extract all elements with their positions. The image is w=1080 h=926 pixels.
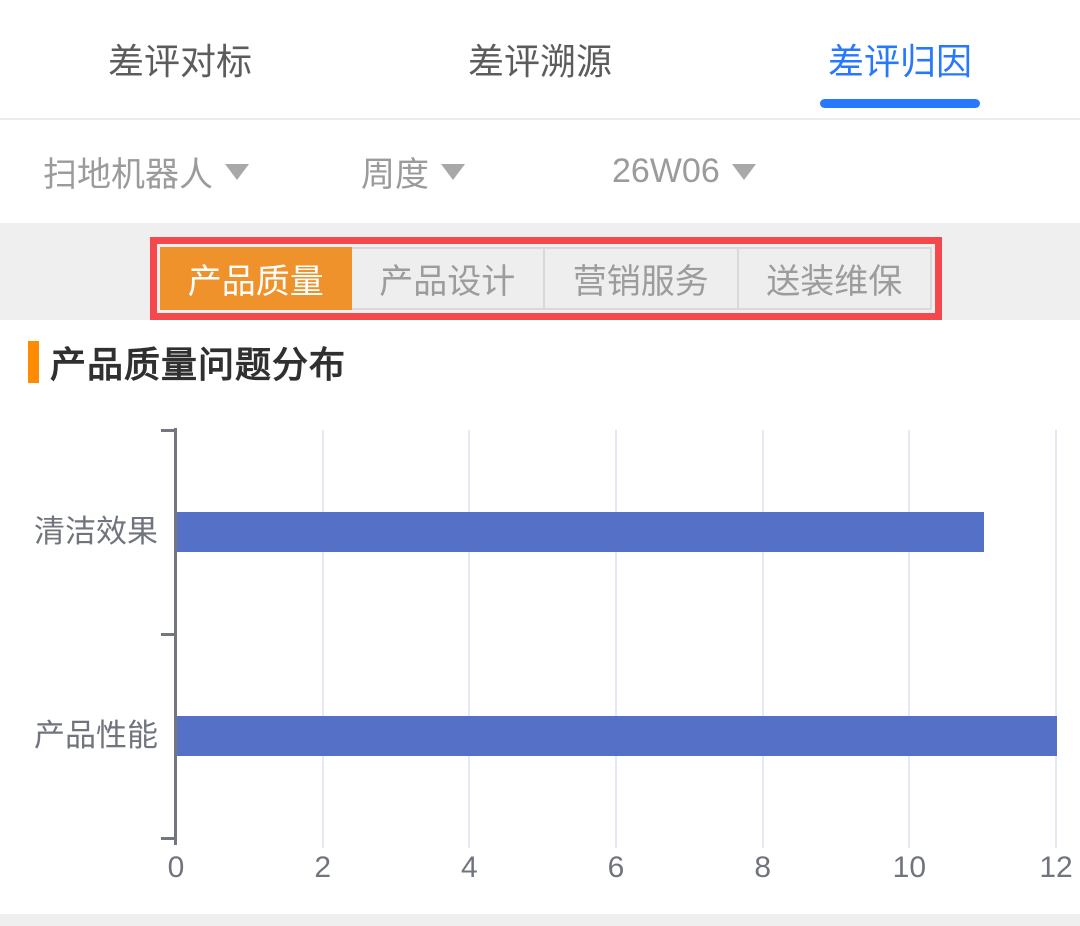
category-dropdown[interactable]: 扫地机器人 xyxy=(43,147,249,196)
cat-tab-product-design[interactable]: 产品设计 xyxy=(349,247,545,310)
gridline xyxy=(468,430,471,848)
tab-label: 差评溯源 xyxy=(467,41,612,82)
gridline xyxy=(321,430,324,848)
week-dropdown-label: 26W06 xyxy=(612,152,720,190)
active-tab-underline xyxy=(820,99,980,108)
gridline xyxy=(1055,430,1057,848)
gridline xyxy=(761,430,764,848)
tab-label: 差评对标 xyxy=(107,41,252,82)
period-dropdown-label: 周度 xyxy=(361,156,429,194)
cat-tab-label: 产品质量 xyxy=(187,263,324,301)
section-header: 产品质量问题分布 xyxy=(0,341,1080,385)
y-axis-line xyxy=(174,428,177,845)
gridline xyxy=(908,430,911,848)
x-axis-label: 6 xyxy=(607,851,625,884)
gridline xyxy=(615,430,617,848)
x-axis-label: 4 xyxy=(460,851,478,884)
tab-review-attribution[interactable]: 差评归因 xyxy=(720,0,1080,118)
chevron-down-icon xyxy=(225,163,249,180)
cat-tab-marketing-service[interactable]: 营销服务 xyxy=(543,247,739,310)
y-axis-label: 清洁效果 xyxy=(34,514,158,549)
tab-review-trace[interactable]: 差评溯源 xyxy=(360,0,720,118)
cat-tab-product-quality[interactable]: 产品质量 xyxy=(160,247,352,310)
week-dropdown[interactable]: 26W06 xyxy=(612,152,756,191)
y-axis-tick xyxy=(161,429,176,432)
section-title: 产品质量问题分布 xyxy=(50,344,347,385)
x-axis-label: 10 xyxy=(892,851,927,884)
y-axis-label: 产品性能 xyxy=(34,718,158,753)
cat-tab-label: 送装维保 xyxy=(766,263,903,301)
y-axis-tick xyxy=(161,633,176,636)
category-strip: 产品质量 产品设计 营销服务 送装维保 xyxy=(0,223,1080,320)
cat-tab-delivery-maintenance[interactable]: 送装维保 xyxy=(736,247,932,310)
red-highlight-annotation: 产品质量 产品设计 营销服务 送装维保 xyxy=(150,237,942,320)
x-axis-label: 0 xyxy=(167,851,185,884)
x-axis-label: 8 xyxy=(754,851,771,884)
chevron-down-icon xyxy=(731,163,756,180)
period-dropdown[interactable]: 周度 xyxy=(361,147,465,196)
tab-label: 差评归因 xyxy=(827,41,972,82)
top-tabbar: 差评对标 差评溯源 差评归因 xyxy=(0,0,1080,120)
bottom-divider xyxy=(0,914,1080,926)
chevron-down-icon xyxy=(441,163,465,180)
x-axis-label: 12 xyxy=(1039,851,1073,884)
title-accent-bar xyxy=(28,341,39,383)
cat-tab-label: 产品设计 xyxy=(379,263,516,301)
bar xyxy=(177,716,1057,756)
y-axis-tick xyxy=(161,837,176,840)
x-axis-label: 2 xyxy=(314,851,331,884)
category-dropdown-label: 扫地机器人 xyxy=(43,156,213,194)
bar xyxy=(177,512,984,552)
filter-row: 扫地机器人 周度 26W06 xyxy=(0,120,1080,223)
cat-tab-label: 营销服务 xyxy=(572,263,709,301)
tab-review-benchmark[interactable]: 差评对标 xyxy=(0,0,360,118)
